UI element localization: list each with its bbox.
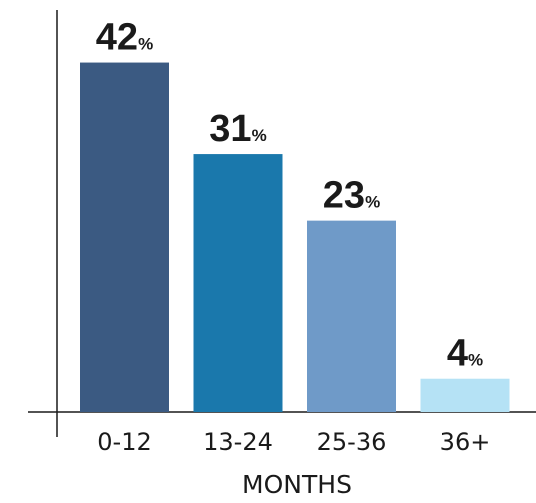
- bar-36-: [420, 378, 510, 412]
- value-label-0-12: 42%: [96, 17, 153, 59]
- value-label-13-24: 31%: [209, 108, 266, 150]
- bar-0-12: [80, 62, 169, 413]
- bar-25-36: [307, 220, 396, 412]
- x-tick-label-0-12: 0-12: [97, 428, 151, 456]
- x-tick-label-25-36: 25-36: [317, 428, 387, 456]
- value-label-25-36: 23%: [323, 175, 380, 217]
- bar-13-24: [193, 154, 283, 412]
- x-tick-label-13-24: 13-24: [203, 428, 273, 456]
- x-axis-title: MONTHS: [242, 470, 352, 499]
- value-label-36-: 4%: [447, 333, 483, 375]
- x-tick-label-36-: 36+: [440, 428, 491, 456]
